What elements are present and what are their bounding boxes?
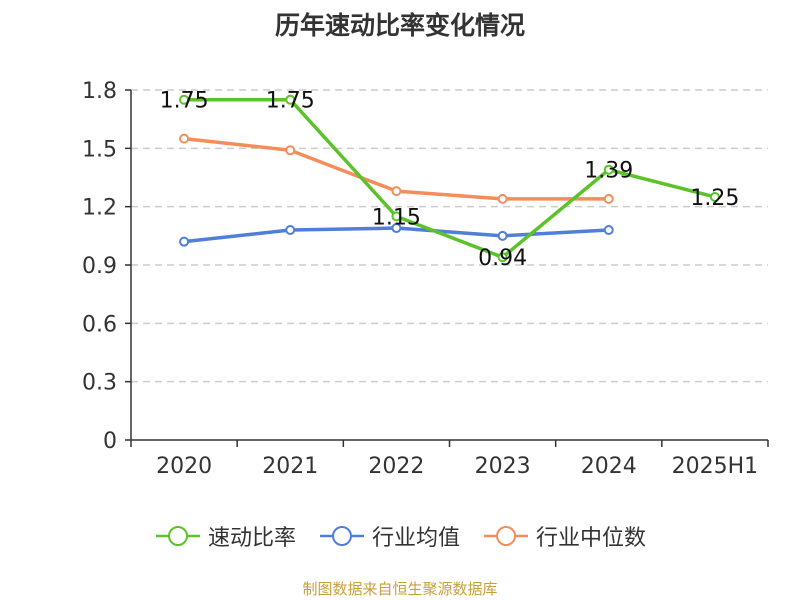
data-point <box>497 193 508 204</box>
legend-swatch-icon <box>319 526 364 546</box>
series-line <box>184 97 716 259</box>
legend-label: 行业中位数 <box>536 526 647 551</box>
legend: 速动比率 行业均值 行业中位数 <box>0 520 800 552</box>
data-point <box>497 230 508 241</box>
x-tick-label: 2020 <box>156 454 212 479</box>
axes: 0 0.3 0.6 0.9 1.2 1.5 1.8 2020 2021 2022 2023 2024 2… <box>82 79 769 479</box>
data-point <box>391 186 402 197</box>
data-point <box>285 145 296 156</box>
legend-item[interactable]: 行业中位数 <box>482 520 646 552</box>
data-label: 0.94 <box>478 246 527 271</box>
source-note: 制图数据来自恒生聚源数据库 <box>302 580 498 598</box>
x-tick-label: 2024 <box>581 454 637 479</box>
data-label: 1.15 <box>372 205 421 230</box>
series-lines <box>179 94 720 263</box>
data-point <box>497 252 508 263</box>
y-tick-label: 1.8 <box>82 79 117 104</box>
data-point <box>391 223 402 234</box>
legend-label: 行业均值 <box>371 526 460 551</box>
data-point <box>603 225 614 235</box>
data-point <box>603 193 614 204</box>
legend-label: 速动比率 <box>207 526 296 551</box>
grid-lines <box>131 89 768 383</box>
data-label: 1.75 <box>160 89 209 114</box>
y-tick-label: 0.6 <box>82 312 117 337</box>
data-label: 1.75 <box>266 89 315 114</box>
y-tick-label: 1.5 <box>82 137 117 162</box>
data-point <box>603 164 614 175</box>
data-point <box>179 236 190 247</box>
data-point <box>285 94 296 105</box>
y-tick-label: 1.2 <box>82 196 117 221</box>
x-tick-label: 2022 <box>368 454 424 479</box>
y-tick-label: 0 <box>103 429 117 454</box>
x-tick-label: 2023 <box>475 454 531 479</box>
data-point <box>285 225 296 235</box>
data-label: 1.25 <box>690 186 739 211</box>
legend-item[interactable]: 速动比率 <box>154 520 296 552</box>
y-tick-label: 0.3 <box>82 371 117 396</box>
data-label: 1.39 <box>584 159 633 184</box>
data-labels: 1.75 1.75 1.15 0.94 1.39 1.25 <box>160 89 740 272</box>
data-point <box>391 211 402 222</box>
x-tick-label: 2021 <box>262 454 318 479</box>
legend-item[interactable]: 行业均值 <box>318 520 460 552</box>
legend-swatch-icon <box>155 526 200 546</box>
data-point <box>709 191 720 202</box>
y-tick-label: 0.9 <box>82 254 117 279</box>
chart-title: 历年速动比率变化情况 <box>274 11 525 40</box>
x-tick-label: 2025H1 <box>672 454 759 479</box>
data-point <box>179 94 190 105</box>
data-point <box>179 133 190 144</box>
legend-swatch-icon <box>484 526 528 546</box>
